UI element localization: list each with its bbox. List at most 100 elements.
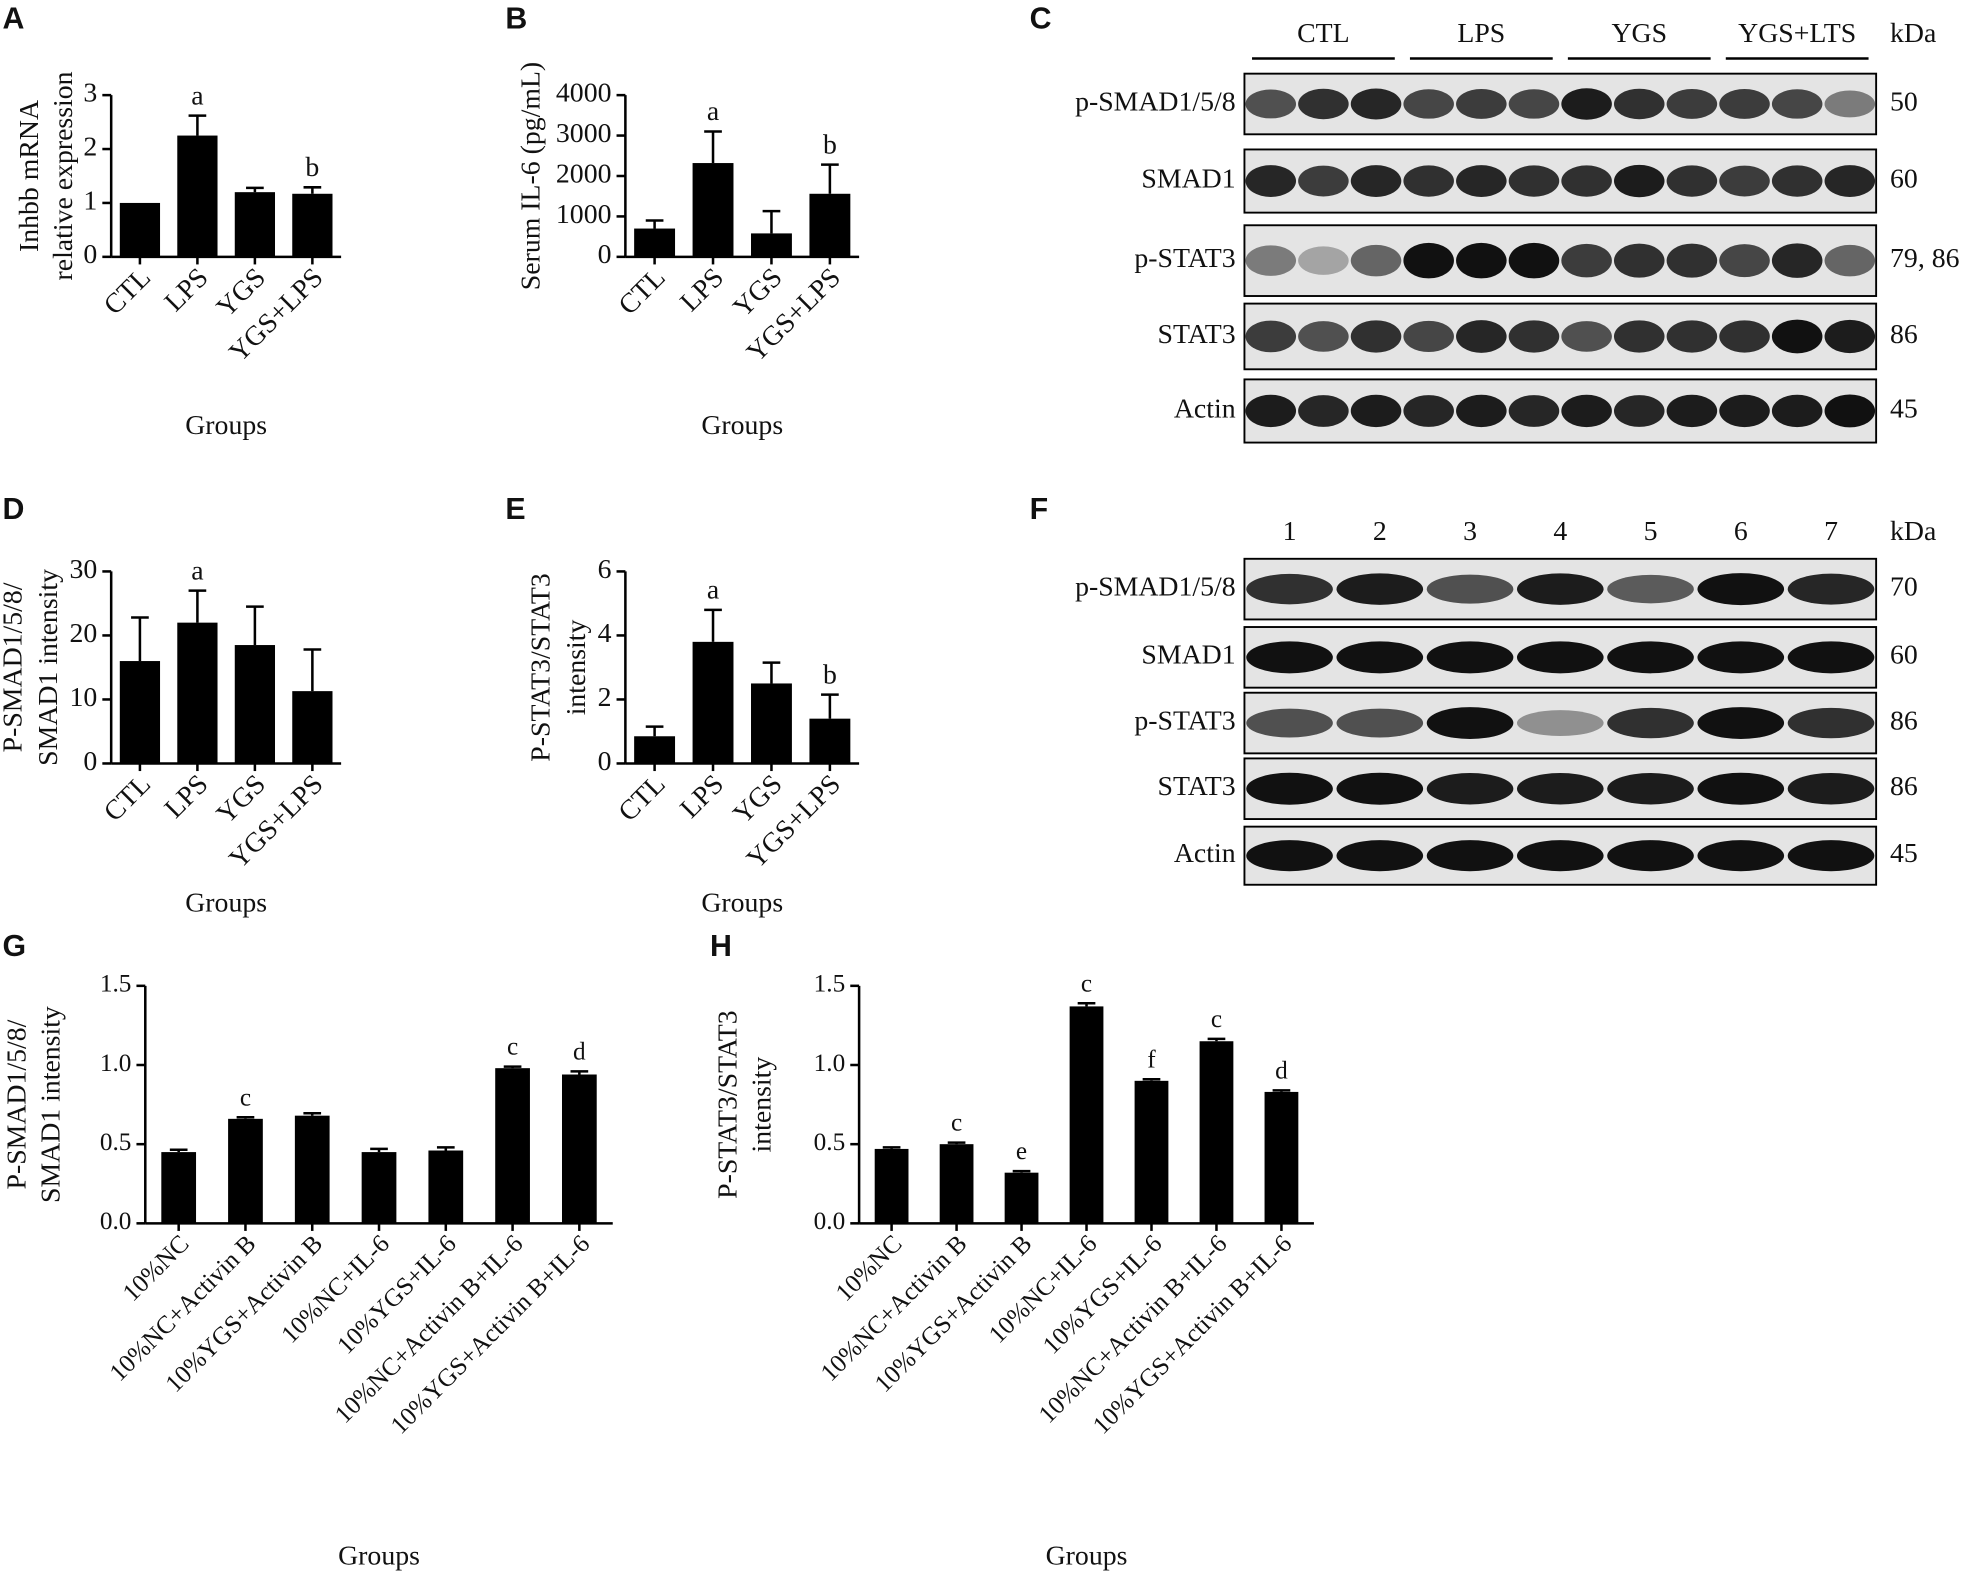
blot-band [1787,707,1875,739]
blot-band [1719,165,1770,197]
y-tick-label: 2 [83,131,97,162]
bar [294,1115,330,1224]
blot-band [1719,244,1770,278]
blot-band [1456,394,1507,428]
annotation: b [823,129,837,160]
blot-band [1245,165,1297,197]
bar [361,1152,397,1224]
y-tick-label: 6 [598,554,612,585]
row-label: p-SMAD1/5/8 [1075,86,1236,117]
blot-band [1246,840,1333,872]
blot-band [1607,574,1694,604]
annotation: c [1081,969,1092,997]
blot-band [1246,772,1333,805]
annotation: a [707,96,719,127]
blot-band [1607,641,1694,674]
blot-band [1771,243,1823,278]
blot-band [1824,319,1876,354]
blot-band [1561,321,1612,352]
y-tick-label: 0.0 [100,1207,132,1235]
x-axis-label: Groups [701,410,783,441]
blot-band [1403,165,1454,197]
x-axis-label: Groups [1046,1541,1128,1572]
annotation: f [1147,1045,1156,1073]
blot-band [1336,573,1424,605]
y-tick-label: 4 [598,618,612,649]
blot-strip [1243,72,1878,136]
blot-strip [1243,148,1878,214]
annotation: c [507,1033,518,1061]
blot-band [1403,395,1454,427]
bar [1069,1006,1104,1224]
bar [1004,1172,1039,1224]
blot-band [1697,840,1785,872]
blot-band [1697,641,1785,674]
blot-band [1245,394,1297,428]
row-label: Actin [1174,393,1236,424]
blot-band [1516,710,1604,736]
blot-band [1350,244,1402,277]
bar [939,1144,974,1224]
bar [228,1118,263,1224]
panel-label: C [1030,3,1052,36]
y-axis-label: P-STAT3/STAT3 [713,1010,744,1199]
size-label: 79, 86 [1890,243,1960,274]
blot-band [1456,89,1507,119]
bar [809,718,851,764]
blot-band [1426,840,1514,872]
bar [428,1150,464,1224]
lane-label: 2 [1373,516,1387,547]
blot-band [1336,641,1424,674]
y-tick-label: 1.5 [100,970,132,998]
bar [809,193,851,257]
y-tick-label: 0.5 [100,1128,132,1156]
blot-band [1516,840,1604,872]
lane-label: 4 [1553,516,1567,547]
blot-band [1666,165,1718,197]
size-label: 45 [1890,393,1918,424]
blot-band [1719,320,1770,353]
blot-band [1508,89,1560,119]
blot-band [1561,165,1612,197]
y-axis-label: P-STAT3/STAT3 [526,573,557,762]
blot-band [1787,840,1875,872]
y-tick-label: 1 [83,185,97,216]
annotation: c [1211,1005,1222,1033]
x-tick-label: CTL [98,769,157,828]
y-tick-label: 1.5 [814,970,846,998]
blot-band [1456,165,1507,197]
blot-band [1403,89,1454,119]
blot-band [1719,394,1770,428]
size-label: 60 [1890,163,1918,194]
group-label: YGS+LTS [1738,18,1856,49]
bar [692,163,734,257]
y-tick-label: 3 [83,78,97,109]
x-tick-label: LPS [159,262,215,318]
group-label: LPS [1457,18,1505,49]
blot-band [1298,395,1349,427]
lane-label: 3 [1463,516,1477,547]
y-tick-label: 10 [69,682,97,713]
blot-band [1336,840,1424,872]
blot-band [1508,395,1560,427]
y-tick-label: 0.5 [814,1128,846,1156]
blot-band [1508,320,1560,353]
bar [1199,1041,1234,1224]
annotation: b [823,659,837,690]
annotation: e [1016,1137,1027,1165]
blot-band [1787,573,1875,605]
blot-band [1245,89,1297,119]
blot-band [1787,641,1875,674]
panel-label: G [3,930,27,963]
blot-band [1697,707,1785,740]
blot-band [1508,165,1560,197]
blot-band [1561,243,1612,278]
blot-band [1771,89,1823,119]
blot-band [1350,165,1402,197]
row-label: p-SMAD1/5/8 [1075,571,1236,602]
row-label: STAT3 [1158,319,1236,350]
y-tick-label: 0 [83,746,97,777]
blot-band [1561,88,1612,120]
blot-band [1824,165,1876,197]
blot-band [1771,165,1823,197]
